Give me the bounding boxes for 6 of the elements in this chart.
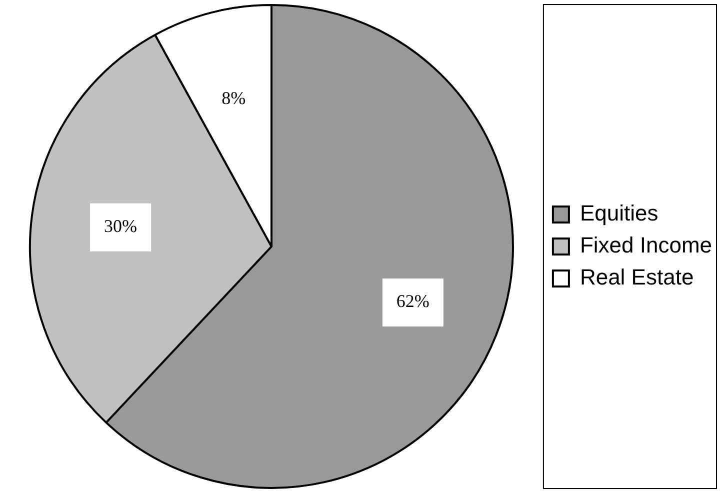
legend-label: Fixed Income [580,232,712,258]
data-label: 30% [104,216,138,236]
data-label: 8% [222,88,246,108]
data-label: 62% [396,291,430,312]
legend-label: Equities [580,200,658,226]
legend-label: Real Estate [580,264,694,290]
